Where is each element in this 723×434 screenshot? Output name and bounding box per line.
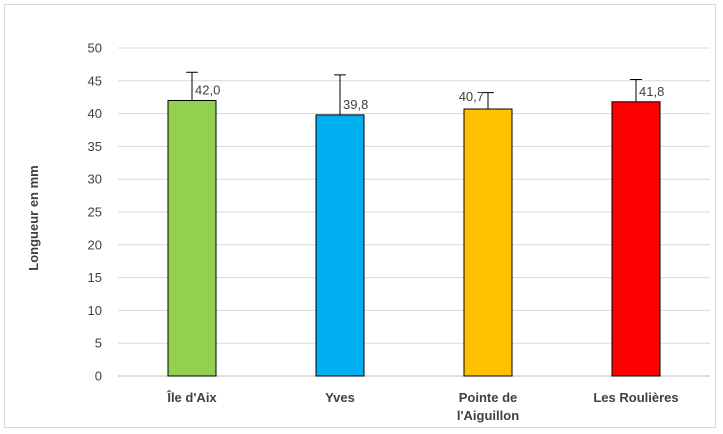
data-label: 41,8: [639, 84, 664, 99]
bar: [167, 99, 217, 377]
bar: [315, 114, 365, 377]
x-category-label: l'Aiguillon: [457, 408, 519, 423]
data-label: 40,7: [459, 89, 484, 104]
bar: [463, 108, 513, 377]
x-category-label: Île d'Aix: [166, 390, 217, 405]
y-axis-label: Longueur en mm: [26, 165, 41, 270]
data-label: 39,8: [343, 97, 368, 112]
bars: [167, 99, 661, 377]
x-category-label: Pointe de: [459, 390, 518, 405]
x-category-label: Yves: [325, 390, 355, 405]
y-tick-label: 0: [95, 369, 102, 384]
y-tick-label: 20: [88, 237, 102, 252]
gridlines: [118, 47, 710, 377]
y-tick-label: 45: [88, 73, 102, 88]
y-axis-ticks: 0 5 10 15 20 25 30 35 40 45 50: [88, 41, 102, 384]
y-tick-label: 35: [88, 139, 102, 154]
y-tick-label: 30: [88, 172, 102, 187]
y-tick-label: 40: [88, 106, 102, 121]
y-tick-label: 25: [88, 205, 102, 220]
y-tick-label: 15: [88, 270, 102, 285]
data-label: 42,0: [195, 82, 220, 97]
y-tick-label: 10: [88, 303, 102, 318]
y-tick-label: 50: [88, 41, 102, 56]
x-axis-categories: Île d'Aix Yves Pointe de l'Aiguillon Les Rou…: [166, 390, 678, 423]
x-category-label: Les Roulières: [593, 390, 678, 405]
error-bars: [186, 71, 642, 115]
data-labels: 42,0 39,8 40,7 41,8: [195, 82, 664, 111]
y-tick-label: 5: [95, 336, 102, 351]
bar: [611, 101, 661, 377]
